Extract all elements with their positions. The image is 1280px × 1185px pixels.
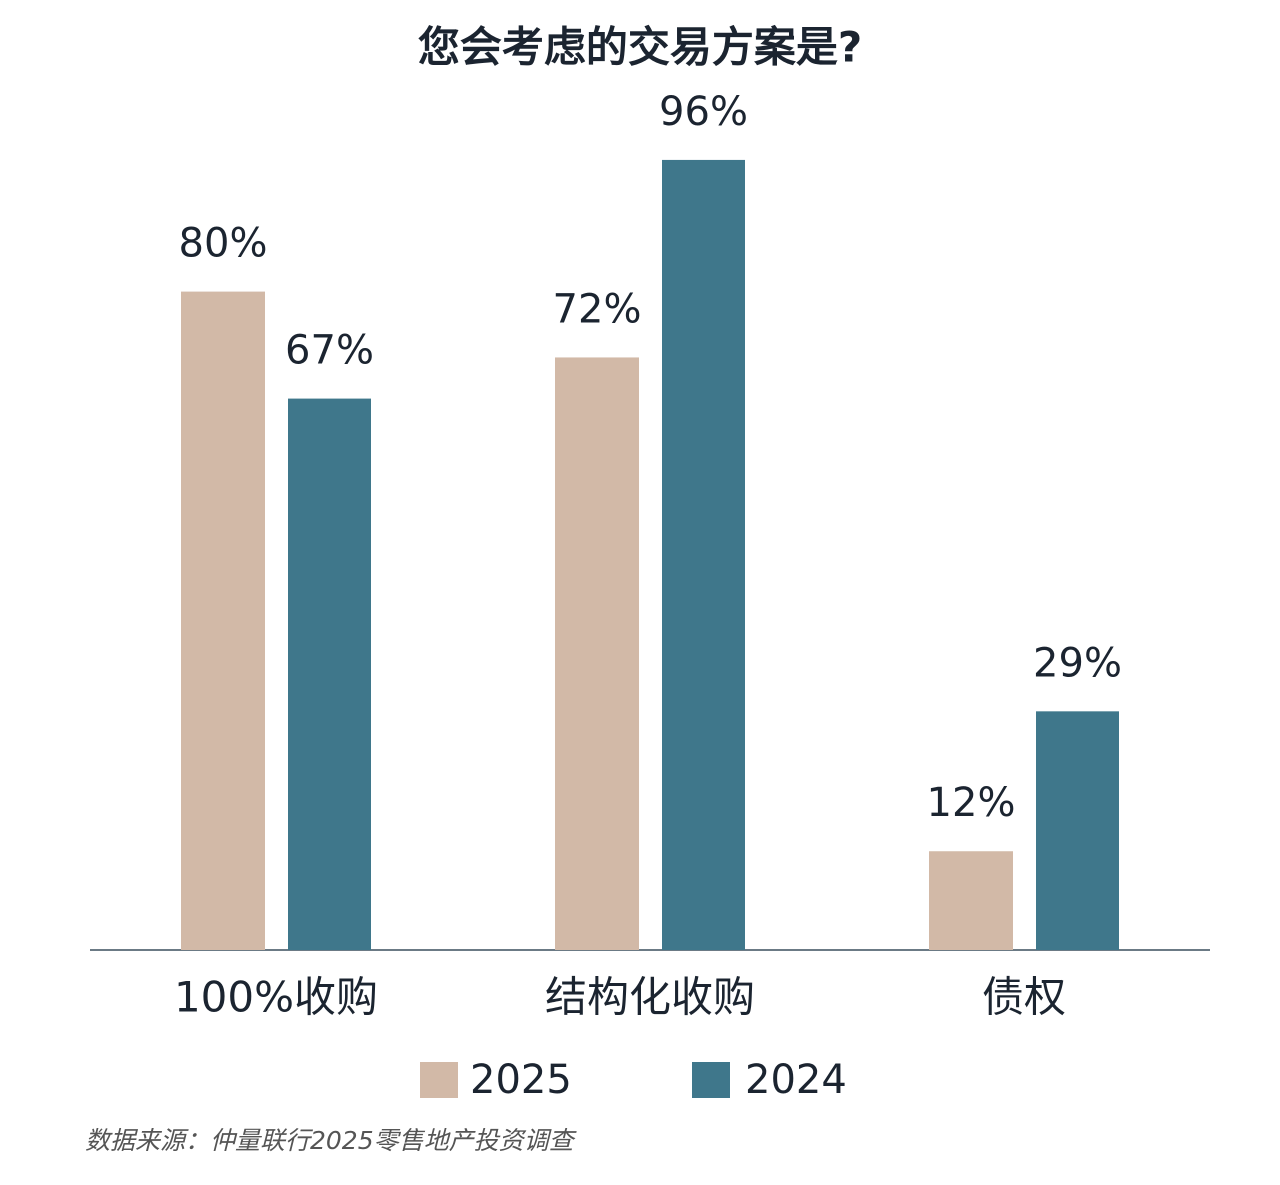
data-label: 96% (659, 89, 748, 135)
chart-title: 您会考虑的交易方案是? (418, 23, 862, 72)
bar (1036, 711, 1119, 950)
data-label: 80% (179, 221, 268, 267)
data-label: 29% (1033, 640, 1122, 686)
data-label: 12% (927, 780, 1016, 826)
bar (181, 291, 265, 951)
x-tick-label: 债权 (982, 973, 1066, 1022)
legend-swatch (420, 1062, 458, 1098)
legend-swatch (692, 1062, 730, 1098)
bar (288, 398, 371, 951)
data-label: 72% (553, 286, 642, 332)
data-label: 67% (285, 328, 374, 374)
bar (929, 851, 1013, 950)
legend-label: 2024 (745, 1057, 847, 1103)
source-note: 数据来源：仲量联行2025零售地产投资调查 (85, 1126, 578, 1155)
bar (662, 159, 745, 951)
x-tick-label: 结构化收购 (545, 973, 755, 1022)
x-tick-label: 100%收购 (174, 973, 378, 1022)
bar (555, 357, 639, 950)
legend-label: 2025 (470, 1057, 572, 1103)
